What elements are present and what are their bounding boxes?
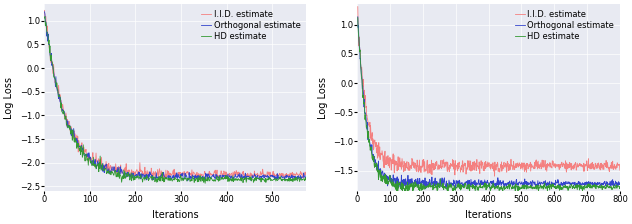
I.I.D. estimate [40,9,48,12]
I.I.D. estimate [491,175,499,177]
Line: Orthogonal estimate: Orthogonal estimate [358,17,620,189]
HD estimate [184,177,191,180]
Orthogonal estimate [40,11,48,13]
Orthogonal estimate [93,167,100,170]
HD estimate [303,178,310,181]
Orthogonal estimate [61,111,68,113]
HD estimate [93,164,100,167]
HD estimate [41,15,49,18]
I.I.D. estimate [580,162,588,165]
HD estimate [506,184,514,187]
HD estimate [354,16,362,19]
HD estimate [235,179,243,181]
HD estimate [513,187,521,190]
I.I.D. estimate [616,169,624,172]
Orthogonal estimate [183,179,191,182]
Legend: I.I.D. estimate, Orthogonal estimate, HD estimate: I.I.D. estimate, Orthogonal estimate, HD… [513,8,616,43]
HD estimate [61,118,69,121]
X-axis label: Iterations: Iterations [152,210,198,220]
Line: Orthogonal estimate: Orthogonal estimate [44,12,307,181]
I.I.D. estimate [521,164,529,167]
HD estimate [40,17,48,19]
Orthogonal estimate [580,183,588,186]
Orthogonal estimate [370,158,378,161]
I.I.D. estimate [61,117,68,120]
I.I.D. estimate [223,171,231,173]
I.I.D. estimate [513,164,521,167]
I.I.D. estimate [274,173,281,175]
I.I.D. estimate [354,5,362,8]
Orthogonal estimate [223,176,231,179]
Legend: I.I.D. estimate, Orthogonal estimate, HD estimate: I.I.D. estimate, Orthogonal estimate, HD… [200,8,302,43]
HD estimate [409,192,416,194]
HD estimate [521,184,529,187]
Line: I.I.D. estimate: I.I.D. estimate [44,10,307,182]
Orthogonal estimate [513,182,521,185]
HD estimate [616,185,624,188]
I.I.D. estimate [370,147,378,150]
Line: HD estimate: HD estimate [358,18,620,193]
HD estimate [553,187,561,190]
Orthogonal estimate [234,173,242,176]
Orthogonal estimate [274,172,281,175]
I.I.D. estimate [93,161,100,163]
Orthogonal estimate [184,177,191,180]
HD estimate [580,188,588,190]
I.I.D. estimate [161,181,168,183]
Orthogonal estimate [511,188,519,191]
I.I.D. estimate [506,167,514,170]
X-axis label: Iterations: Iterations [465,210,512,220]
HD estimate [274,179,281,182]
HD estimate [370,155,378,157]
I.I.D. estimate [553,163,561,166]
Orthogonal estimate [553,182,561,185]
Orthogonal estimate [616,182,624,185]
HD estimate [202,182,209,185]
Orthogonal estimate [506,181,514,183]
I.I.D. estimate [234,171,242,173]
I.I.D. estimate [303,172,310,175]
Orthogonal estimate [354,15,362,18]
Orthogonal estimate [521,182,529,185]
Line: I.I.D. estimate: I.I.D. estimate [358,7,620,176]
Line: HD estimate: HD estimate [44,17,307,183]
HD estimate [223,176,231,178]
Y-axis label: Log Loss: Log Loss [318,77,327,119]
Orthogonal estimate [303,174,310,177]
Y-axis label: Log Loss: Log Loss [4,77,14,119]
I.I.D. estimate [184,170,191,173]
